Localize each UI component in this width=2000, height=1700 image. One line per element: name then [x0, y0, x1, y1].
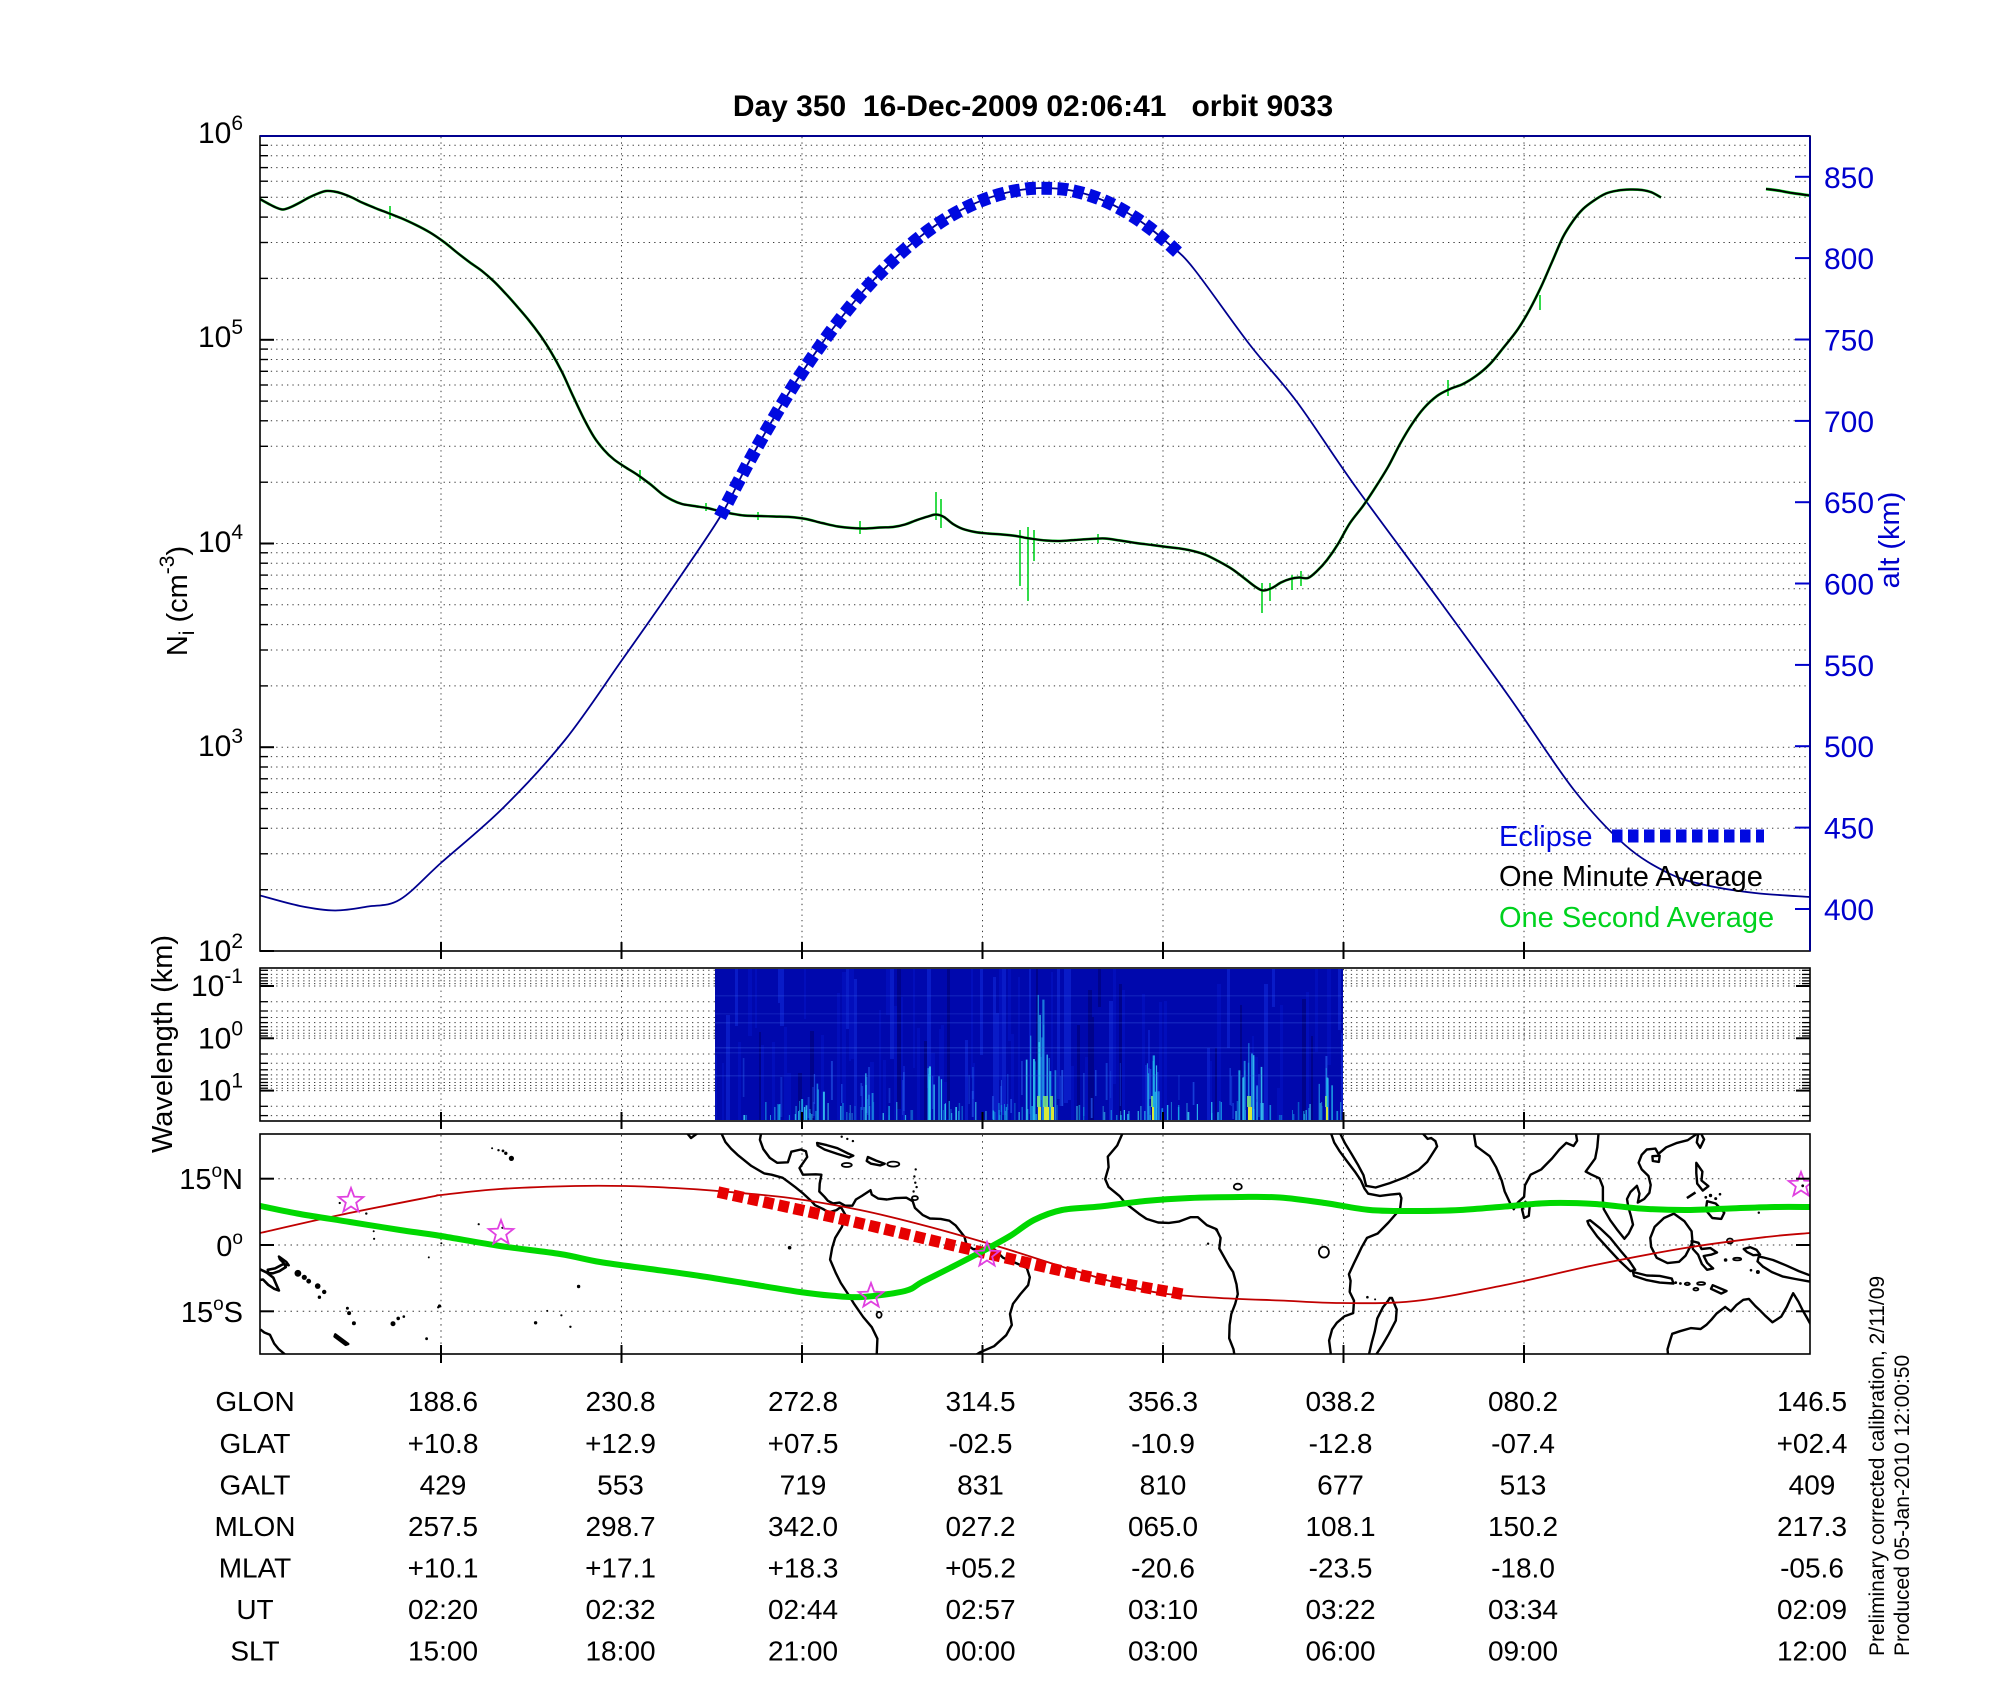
- svg-text:03:22: 03:22: [1305, 1594, 1375, 1625]
- svg-text:15:00: 15:00: [408, 1636, 478, 1667]
- svg-text:+12.9: +12.9: [585, 1428, 656, 1459]
- svg-text:GLON: GLON: [215, 1386, 294, 1417]
- svg-text:Wavelength (km): Wavelength (km): [147, 935, 179, 1153]
- svg-text:272.8: 272.8: [768, 1386, 838, 1417]
- svg-text:065.0: 065.0: [1128, 1511, 1198, 1542]
- svg-text:UT: UT: [236, 1594, 273, 1625]
- svg-text:02:20: 02:20: [408, 1594, 478, 1625]
- svg-text:719: 719: [780, 1470, 827, 1501]
- svg-text:850: 850: [1824, 162, 1874, 195]
- svg-text:400: 400: [1824, 894, 1874, 927]
- svg-text:450: 450: [1824, 813, 1874, 846]
- svg-text:+17.1: +17.1: [585, 1553, 656, 1584]
- svg-text:+10.1: +10.1: [408, 1553, 479, 1584]
- svg-text:03:00: 03:00: [1128, 1636, 1198, 1667]
- svg-text:-07.4: -07.4: [1491, 1428, 1555, 1459]
- svg-text:-20.6: -20.6: [1131, 1553, 1195, 1584]
- svg-text:+07.5: +07.5: [768, 1428, 839, 1459]
- svg-text:02:57: 02:57: [945, 1594, 1015, 1625]
- svg-text:03:34: 03:34: [1488, 1594, 1558, 1625]
- svg-text:831: 831: [957, 1470, 1004, 1501]
- svg-text:550: 550: [1824, 650, 1874, 683]
- svg-text:800: 800: [1824, 243, 1874, 276]
- svg-text:650: 650: [1824, 487, 1874, 520]
- svg-text:09:00: 09:00: [1488, 1636, 1558, 1667]
- svg-text:500: 500: [1824, 731, 1874, 764]
- svg-text:+18.3: +18.3: [768, 1553, 839, 1584]
- svg-text:080.2: 080.2: [1488, 1386, 1558, 1417]
- svg-text:02:44: 02:44: [768, 1594, 838, 1625]
- svg-text:553: 553: [597, 1470, 644, 1501]
- svg-text:677: 677: [1317, 1470, 1364, 1501]
- svg-text:06:00: 06:00: [1305, 1636, 1375, 1667]
- svg-text:750: 750: [1824, 325, 1874, 358]
- svg-text:15oS: 15oS: [181, 1294, 243, 1329]
- svg-text:GLAT: GLAT: [219, 1428, 290, 1459]
- svg-text:15oN: 15oN: [179, 1161, 243, 1196]
- svg-text:Eclipse: Eclipse: [1499, 821, 1593, 853]
- svg-text:342.0: 342.0: [768, 1511, 838, 1542]
- svg-text:429: 429: [420, 1470, 467, 1501]
- svg-text:SLT: SLT: [230, 1636, 279, 1667]
- svg-text:02:32: 02:32: [585, 1594, 655, 1625]
- svg-text:217.3: 217.3: [1777, 1511, 1847, 1542]
- svg-text:108.1: 108.1: [1305, 1511, 1375, 1542]
- svg-text:188.6: 188.6: [408, 1386, 478, 1417]
- svg-text:700: 700: [1824, 406, 1874, 439]
- svg-text:600: 600: [1824, 569, 1874, 602]
- svg-text:MLAT: MLAT: [219, 1553, 292, 1584]
- svg-text:-05.6: -05.6: [1780, 1553, 1844, 1584]
- svg-text:00:00: 00:00: [945, 1636, 1015, 1667]
- svg-text:02:09: 02:09: [1777, 1594, 1847, 1625]
- svg-text:alt (km): alt (km): [1874, 492, 1906, 589]
- svg-text:+05.2: +05.2: [945, 1553, 1016, 1584]
- svg-text:-12.8: -12.8: [1309, 1428, 1373, 1459]
- svg-text:Day 350 16-Dec-2009 02:06:41: Day 350 16-Dec-2009 02:06:41 orbit 9033: [733, 90, 1333, 123]
- svg-text:Produced 05-Jan-2010 12:00:50: Produced 05-Jan-2010 12:00:50: [1891, 1355, 1914, 1656]
- svg-text:-10.9: -10.9: [1131, 1428, 1195, 1459]
- svg-text:-02.5: -02.5: [949, 1428, 1013, 1459]
- svg-text:513: 513: [1500, 1470, 1547, 1501]
- svg-text:230.8: 230.8: [585, 1386, 655, 1417]
- svg-text:12:00: 12:00: [1777, 1636, 1847, 1667]
- svg-text:038.2: 038.2: [1305, 1386, 1375, 1417]
- svg-text:356.3: 356.3: [1128, 1386, 1198, 1417]
- svg-text:One Second Average: One Second Average: [1499, 902, 1774, 934]
- svg-text:-18.0: -18.0: [1491, 1553, 1555, 1584]
- svg-text:-23.5: -23.5: [1309, 1553, 1373, 1584]
- svg-text:MLON: MLON: [215, 1511, 296, 1542]
- svg-text:18:00: 18:00: [585, 1636, 655, 1667]
- svg-text:GALT: GALT: [219, 1470, 290, 1501]
- svg-text:146.5: 146.5: [1777, 1386, 1847, 1417]
- svg-text:03:10: 03:10: [1128, 1594, 1198, 1625]
- svg-text:027.2: 027.2: [945, 1511, 1015, 1542]
- svg-text:Preliminary corrected calibrat: Preliminary corrected calibration, 2/11/…: [1866, 1276, 1889, 1656]
- svg-text:150.2: 150.2: [1488, 1511, 1558, 1542]
- svg-text:257.5: 257.5: [408, 1511, 478, 1542]
- svg-text:298.7: 298.7: [585, 1511, 655, 1542]
- svg-text:314.5: 314.5: [945, 1386, 1015, 1417]
- svg-text:One Minute Average: One Minute Average: [1499, 861, 1763, 893]
- svg-text:+02.4: +02.4: [1777, 1428, 1848, 1459]
- svg-text:409: 409: [1789, 1470, 1836, 1501]
- svg-text:810: 810: [1140, 1470, 1187, 1501]
- svg-text:+10.8: +10.8: [408, 1428, 479, 1459]
- svg-text:21:00: 21:00: [768, 1636, 838, 1667]
